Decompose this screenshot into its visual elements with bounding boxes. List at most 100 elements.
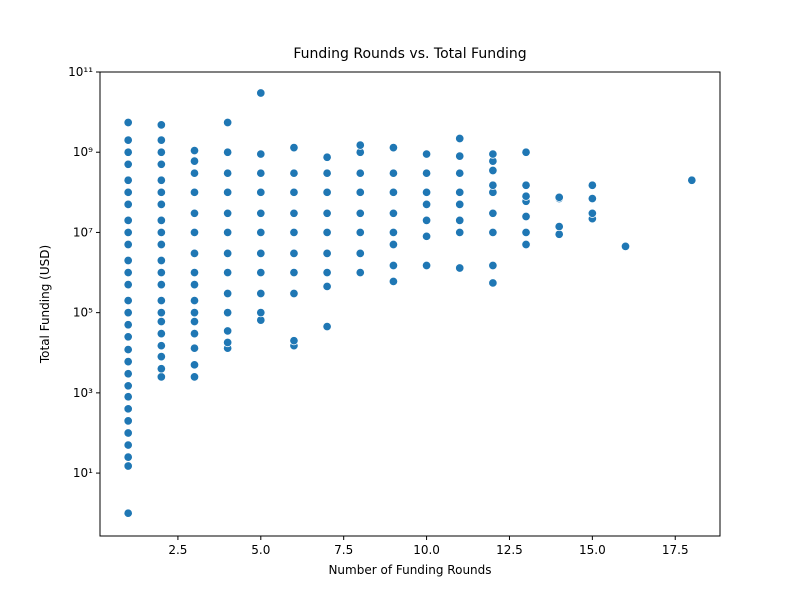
point — [189, 248, 200, 258]
point — [123, 404, 133, 414]
y-tick-label: 10⁵ — [73, 306, 93, 320]
point — [388, 260, 398, 271]
point — [156, 120, 166, 130]
point — [554, 222, 564, 232]
point — [521, 239, 531, 250]
point — [123, 267, 133, 278]
point — [488, 180, 498, 190]
point — [488, 165, 498, 176]
y-tick-label: 10⁷ — [73, 225, 93, 239]
point — [322, 267, 332, 278]
x-tick-label: 7.5 — [334, 543, 353, 557]
point — [256, 149, 266, 159]
point — [156, 341, 166, 351]
point — [156, 364, 166, 374]
point — [455, 133, 465, 144]
point — [355, 187, 365, 197]
point — [256, 267, 266, 278]
point — [156, 296, 166, 306]
point — [322, 281, 332, 292]
point — [156, 316, 166, 327]
point — [189, 329, 200, 339]
point — [156, 255, 166, 266]
chart-title: Funding Rounds vs. Total Funding — [293, 46, 526, 62]
point — [123, 357, 133, 367]
point — [256, 208, 266, 218]
point — [289, 208, 299, 218]
x-axis-label: Number of Funding Rounds — [328, 563, 491, 577]
point — [256, 88, 266, 98]
point — [223, 248, 233, 258]
point — [256, 227, 266, 237]
point — [189, 360, 200, 370]
point — [355, 208, 365, 218]
point — [123, 135, 133, 145]
point — [156, 175, 166, 185]
point — [123, 440, 133, 450]
point — [256, 308, 266, 318]
point — [256, 248, 266, 258]
point — [156, 199, 166, 209]
point — [289, 248, 299, 258]
point — [123, 345, 133, 355]
point — [355, 267, 365, 278]
point — [388, 239, 398, 250]
point — [388, 143, 398, 153]
x-tick-label: 15.0 — [579, 543, 606, 557]
point — [422, 199, 432, 209]
point — [123, 215, 133, 225]
point — [156, 215, 166, 225]
point — [554, 192, 564, 202]
point — [156, 267, 166, 278]
point — [123, 452, 133, 462]
point — [123, 320, 133, 330]
point — [488, 278, 498, 288]
point — [123, 159, 133, 169]
point — [156, 308, 166, 318]
point — [123, 280, 133, 290]
point — [123, 239, 133, 250]
y-tick-label: 10³ — [73, 386, 93, 400]
point — [123, 117, 133, 128]
x-tick-label: 2.5 — [168, 543, 187, 557]
point — [156, 159, 166, 169]
point — [189, 208, 200, 218]
point — [422, 215, 432, 225]
point — [123, 147, 133, 157]
point — [488, 149, 498, 159]
point — [620, 241, 631, 251]
point — [355, 248, 365, 258]
y-tick-label: 10¹¹ — [68, 65, 93, 79]
point — [388, 168, 398, 178]
point — [488, 208, 498, 218]
point — [388, 276, 398, 286]
point — [256, 288, 266, 299]
x-tick-label: 10.0 — [413, 543, 440, 557]
point — [123, 187, 133, 197]
point — [322, 152, 332, 162]
point — [223, 288, 233, 299]
point — [156, 187, 166, 197]
point — [289, 187, 299, 197]
point — [455, 187, 465, 197]
point — [123, 416, 133, 426]
point — [521, 211, 531, 222]
point — [123, 255, 133, 266]
point — [189, 156, 200, 166]
points — [123, 88, 697, 518]
point — [156, 352, 166, 362]
point — [388, 187, 398, 197]
point — [355, 227, 365, 237]
point — [289, 168, 299, 178]
point — [322, 168, 332, 178]
point — [587, 193, 597, 204]
y-tick-label: 10¹ — [73, 466, 93, 480]
point — [322, 322, 332, 332]
point — [422, 231, 432, 241]
point — [189, 316, 200, 327]
point — [422, 260, 432, 271]
point — [223, 147, 233, 157]
point — [322, 208, 332, 218]
point — [123, 296, 133, 306]
